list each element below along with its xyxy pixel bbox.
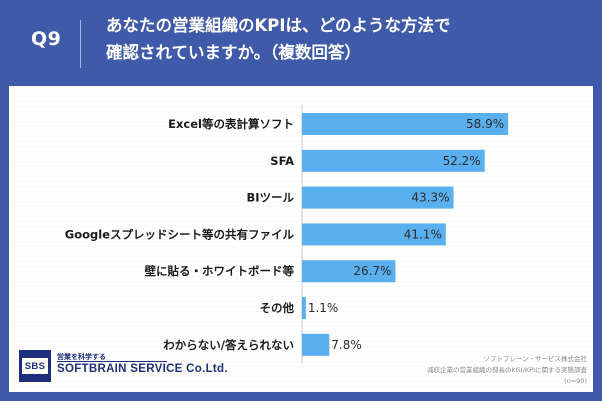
source-note: ソフトブレーン・サービス株式会社 減収企業の営業組織の部長のKGI/KPIに関す… [357, 354, 587, 387]
category-label-2: BIツール [246, 191, 294, 205]
logo-badge-text: SBS [22, 358, 48, 374]
value-label-4: 26.7% [353, 264, 391, 278]
value-label-5: 1.1% [308, 301, 339, 315]
category-label-0: Excel等の表計算ソフト [168, 117, 294, 131]
logo-badge: SBS [19, 350, 51, 382]
question-title: あなたの営業組織のKPIは、どのような方法で 確認されていますか。（複数回答） [106, 16, 451, 62]
logo-company-name: SOFTBRAIN SERVICE Co.Ltd. [57, 363, 228, 375]
header-divider [80, 20, 81, 68]
chart-panel: Excel等の表計算ソフト 58.9% SFA 52.2% BIツール 43.3% Goog… [9, 86, 593, 392]
value-label-0: 58.9% [466, 117, 504, 131]
bar-3 [302, 223, 446, 246]
logo-rule [57, 361, 167, 362]
bar-5 [302, 297, 306, 319]
source-company: ソフトブレーン・サービス株式会社 [483, 355, 587, 363]
category-label-4: 壁に貼る・ホワイトボード等 [145, 264, 295, 278]
value-label-1: 52.2% [443, 154, 481, 168]
bar-1 [302, 149, 485, 172]
value-label-2: 43.3% [411, 191, 449, 205]
value-label-6: 7.8% [331, 338, 362, 352]
company-logo: SBS 営業を科学する SOFTBRAIN SERVICE Co.Ltd. [19, 350, 228, 386]
value-label-3: 41.1% [404, 227, 442, 241]
header: Q9 あなたの営業組織のKPIは、どのような方法で 確認されていますか。（複数回… [0, 0, 602, 86]
bar-chart: Excel等の表計算ソフト 58.9% SFA 52.2% BIツール 43.3% Goog… [65, 105, 509, 364]
category-label-1: SFA [270, 154, 294, 168]
source-survey: 減収企業の営業組織の部長のKGI/KPIに関する実態調査 [426, 366, 587, 374]
category-label-5: その他 [260, 301, 295, 315]
bar-6 [302, 333, 330, 356]
question-number: Q9 [31, 28, 62, 50]
bar-4 [302, 260, 396, 283]
logo-tagline: 営業を科学する [57, 353, 106, 361]
source-sample-size: (n=90) [564, 377, 587, 385]
bar-2 [302, 186, 454, 209]
category-label-6: わからない/答えられない [163, 338, 294, 352]
bar-0 [302, 113, 509, 135]
category-label-3: Googleスプレッドシート等の共有ファイル [65, 227, 295, 241]
